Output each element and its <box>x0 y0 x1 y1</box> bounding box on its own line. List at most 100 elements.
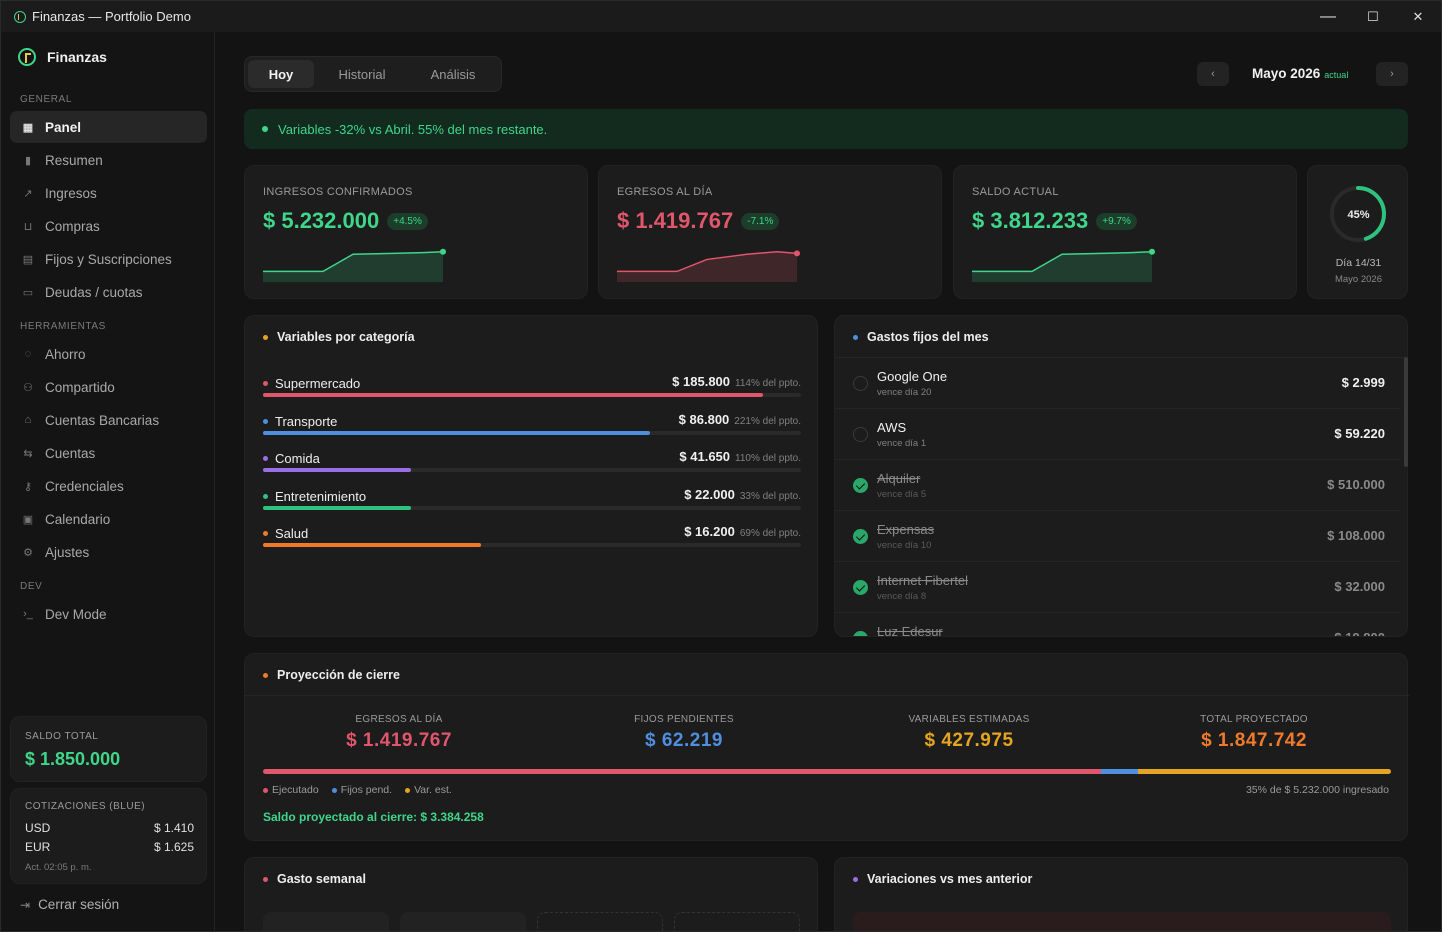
tab-hoy[interactable]: Hoy <box>248 60 314 88</box>
legend-dot <box>405 787 411 793</box>
fixed-expense-name: Luz Edesur <box>877 624 943 637</box>
grid-icon: ▦ <box>22 121 34 134</box>
panel-header: Gastos fijos del mes <box>853 330 989 344</box>
paid-check-icon[interactable] <box>853 529 868 544</box>
panel-header: Variables por categoría <box>263 330 415 344</box>
category-progress-track <box>263 393 801 397</box>
sidebar-item-resumen[interactable]: ▮ Resumen <box>10 144 207 176</box>
sidebar-item-ingresos[interactable]: ↗ Ingresos <box>10 177 207 209</box>
month-selector: Mayo 2026 actual <box>1252 66 1348 81</box>
kpi-label: SALDO ACTUAL <box>972 186 1059 198</box>
fixed-expense-row[interactable]: Expensas vence día 10 $ 108.000 <box>835 511 1401 562</box>
sparkline-line <box>617 250 798 273</box>
kpi-change-badge: +4.5% <box>387 213 428 230</box>
fixed-expense-name: AWS <box>877 420 907 435</box>
legend-item: Fijos pend. <box>331 784 393 796</box>
key-icon: ⚷ <box>23 480 33 493</box>
sidebar-item-cuentas-bancarias[interactable]: ⌂ Cuentas Bancarias <box>10 404 207 436</box>
sidebar-item-compartido[interactable]: ⚇ Compartido <box>10 371 207 403</box>
category-row[interactable]: Entretenimiento $ 22.000 33% del ppto. <box>263 487 801 521</box>
category-row[interactable]: Salud $ 16.200 69% del ppto. <box>263 524 801 558</box>
category-name: Transporte <box>263 414 337 429</box>
category-row[interactable]: Comida $ 41.650 110% del ppto. <box>263 449 801 483</box>
logout-button[interactable]: ⇥ Cerrar sesión <box>20 897 119 912</box>
sparkline-end-dot <box>794 250 800 257</box>
fixed-expense-row[interactable]: AWS vence día 1 $ 59.220 <box>835 409 1401 460</box>
prev-month-button[interactable]: ‹ <box>1197 62 1229 86</box>
kpi-value: $ 5.232.000 +4.5% <box>263 208 428 234</box>
transfer-icon: ⇆ <box>23 447 33 460</box>
category-budget-pct: 114% del ppto. <box>735 378 801 389</box>
alert-dot <box>262 126 268 132</box>
section-tools: HERRAMIENTAS <box>20 321 106 332</box>
legend-label: Var. est. <box>414 784 452 796</box>
category-dot <box>263 493 268 499</box>
fixed-expense-amount: $ 19.800 <box>1334 630 1385 636</box>
fixed-list-scrollbar[interactable] <box>1404 357 1408 467</box>
rate-row-usd: USD $ 1.410 <box>25 821 194 835</box>
sparkline-line <box>972 250 1153 273</box>
sidebar: Finanzas GENERAL ▦ Panel ▮ Resumen ↗ Ingres… <box>1 32 215 931</box>
variation-row[interactable] <box>853 912 1391 931</box>
sidebar-item-panel[interactable]: ▦ Panel <box>10 111 207 143</box>
kpi-card-ingresos: INGRESOS CONFIRMADOS $ 5.232.000 +4.5% <box>244 165 588 299</box>
panel-title: Proyección de cierre <box>277 668 400 682</box>
total-balance-card: SALDO TOTAL $ 1.850.000 <box>10 716 207 782</box>
sidebar-item-cuentas[interactable]: ⇆ Cuentas <box>10 437 207 469</box>
sidebar-item-dev-mode[interactable]: ›_ Dev Mode <box>10 598 207 630</box>
category-row[interactable]: Transporte $ 86.800 221% del ppto. <box>263 412 801 446</box>
fixed-expense-row[interactable]: Luz Edesur $ 19.800 <box>835 613 1401 637</box>
category-row[interactable]: Supermercado $ 185.800 114% del ppto. <box>263 374 801 408</box>
sidebar-item-fijos[interactable]: ▤ Fijos y Suscripciones <box>10 243 207 275</box>
paid-check-icon[interactable] <box>853 478 868 493</box>
category-name: Comida <box>263 451 320 466</box>
category-amount: $ 41.650 110% del ppto. <box>679 449 801 464</box>
fixed-expense-row[interactable]: Google One vence día 20 $ 2.999 <box>835 358 1401 409</box>
next-month-button[interactable]: › <box>1376 62 1408 86</box>
minimize-button[interactable]: — <box>1320 7 1336 25</box>
category-name: Salud <box>263 526 308 541</box>
sidebar-item-credenciales[interactable]: ⚷ Credenciales <box>10 470 207 502</box>
projection-value: $ 1.847.742 <box>1201 730 1307 751</box>
unpaid-checkbox[interactable] <box>853 376 868 391</box>
fixed-expense-amount: $ 510.000 <box>1327 477 1385 492</box>
brand[interactable]: Finanzas <box>18 48 107 66</box>
fixed-expense-name: Expensas <box>877 522 935 537</box>
sidebar-item-calendario[interactable]: ▣ Calendario <box>10 503 207 535</box>
sidebar-item-compras[interactable]: ⊔ Compras <box>10 210 207 242</box>
brand-name: Finanzas <box>47 49 107 65</box>
projection-label: FIJOS PENDIENTES <box>634 714 734 725</box>
paid-check-icon[interactable] <box>853 631 868 636</box>
category-budget-pct: 221% del ppto. <box>734 415 801 427</box>
legend-label: Fijos pend. <box>340 784 393 796</box>
fixed-expense-amount: $ 108.000 <box>1327 528 1385 543</box>
maximize-button[interactable]: ☐ <box>1367 8 1379 24</box>
tab-analisis[interactable]: Análisis <box>430 66 476 82</box>
fixed-expense-row[interactable]: Alquiler vence día 5 $ 510.000 <box>835 460 1401 511</box>
week-card[interactable] <box>263 912 389 931</box>
month-label: Mayo 2026 <box>1252 66 1321 81</box>
sidebar-item-deudas[interactable]: ▭ Deudas / cuotas <box>10 276 207 308</box>
projected-balance: Saldo proyectado al cierre: $ 3.384.258 <box>263 810 484 824</box>
projection-value: $ 62.219 <box>645 730 723 751</box>
close-button[interactable]: ✕ <box>1412 8 1424 24</box>
kpi-change-badge: -7.1% <box>741 213 780 230</box>
week-card[interactable] <box>400 912 526 931</box>
paid-check-icon[interactable] <box>853 580 868 595</box>
tab-historial[interactable]: Historial <box>338 66 386 82</box>
projection-col-variables: VARIABLES ESTIMADAS $ 427.975 <box>829 714 1109 752</box>
unpaid-checkbox[interactable] <box>853 427 868 442</box>
projection-col-egresos: EGRESOS AL DÍA $ 1.419.767 <box>259 714 539 752</box>
total-balance-label: SALDO TOTAL <box>25 731 99 742</box>
fixed-expense-row[interactable]: Internet Fibertel vence día 8 $ 32.000 <box>835 562 1401 613</box>
sidebar-item-ajustes[interactable]: ⚙ Ajustes <box>10 536 207 568</box>
sidebar-item-ahorro[interactable]: ◌ Ahorro <box>10 338 207 370</box>
sparkline-area <box>263 251 443 282</box>
category-label: Salud <box>275 526 309 541</box>
rate-value: $ 1.410 <box>153 821 194 835</box>
projection-col-total: TOTAL PROYECTADO $ 1.847.742 <box>1114 714 1394 752</box>
sidebar-item-label: Resumen <box>45 152 103 168</box>
gear-icon: ⚙ <box>23 546 33 559</box>
category-name: Supermercado <box>263 376 360 391</box>
kpi-label: EGRESOS AL DÍA <box>617 186 713 198</box>
